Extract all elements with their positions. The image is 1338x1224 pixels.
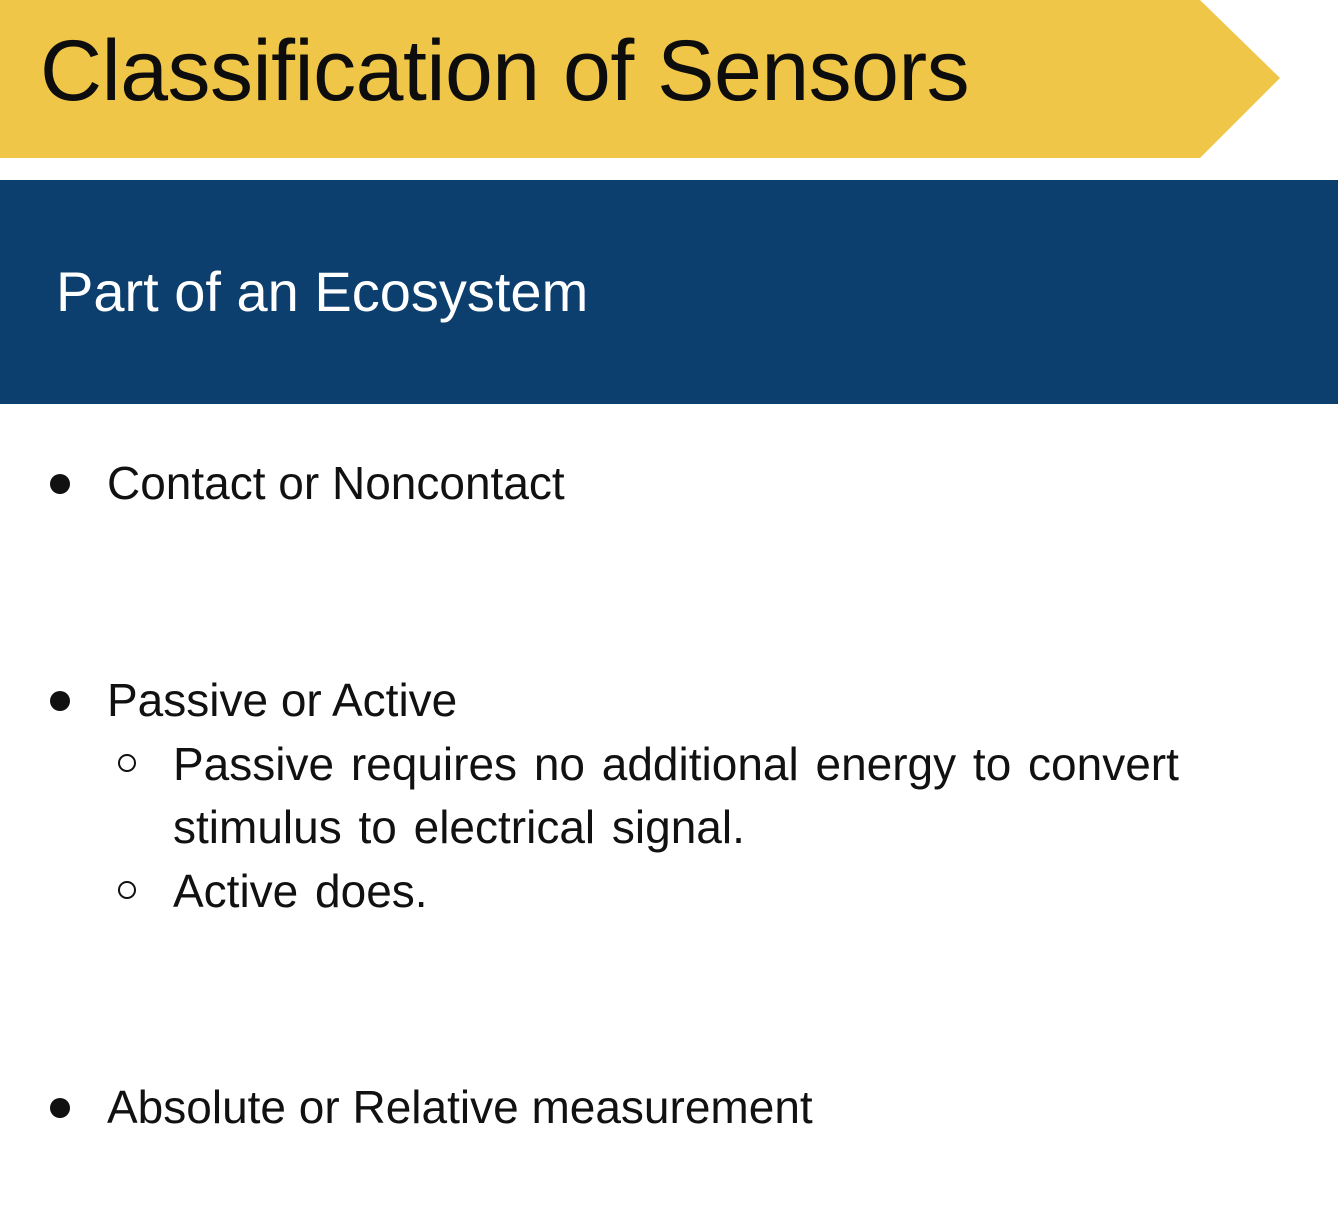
hollow-circle-bullet-icon [118,754,136,772]
bullet-text: Contact or Noncontact [107,457,565,509]
sub-item-text: Passive requires no additional energy to… [173,738,1179,853]
title-banner-arrow-shape [0,0,1280,158]
bullet-text: Absolute or Relative measurement [107,1081,813,1133]
filled-circle-bullet-icon [50,474,70,494]
sub-item-active: Active does. [118,860,1298,923]
slide-subtitle: Part of an Ecosystem [56,260,589,323]
filled-circle-bullet-icon [50,691,70,711]
title-banner: Classification of Sensors [0,0,1280,158]
subtitle-band [0,180,1338,404]
sub-item-passive: Passive requires no additional energy to… [118,733,1298,859]
sub-item-text: Active does. [173,865,428,917]
slide-title: Classification of Sensors [40,23,970,119]
hollow-circle-bullet-icon [118,881,136,899]
filled-circle-bullet-icon [50,1098,70,1118]
bullet-text: Passive or Active [107,674,458,726]
